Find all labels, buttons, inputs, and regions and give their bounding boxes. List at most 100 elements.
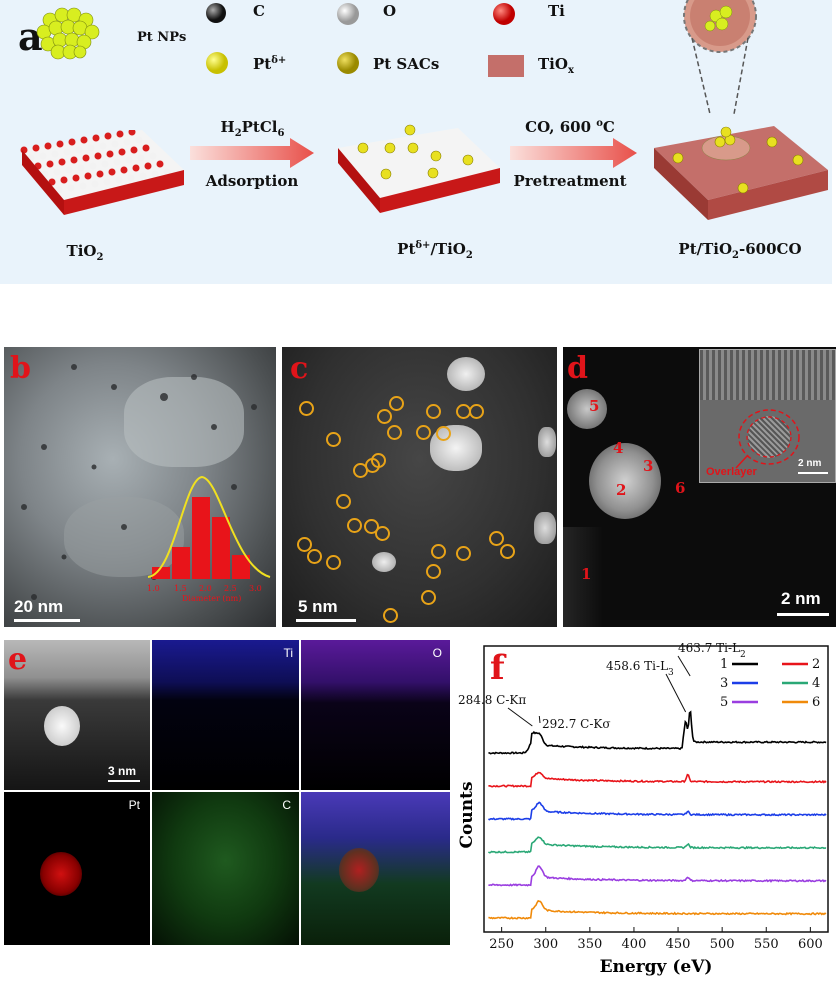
slab-atom <box>55 186 63 194</box>
x-tick-label: 600 <box>798 937 823 952</box>
single-atom-marker <box>426 564 441 579</box>
point-label-6: 6 <box>675 479 686 497</box>
slab-atom <box>96 170 104 178</box>
label-tio2-sub: 2 <box>96 252 104 263</box>
panel-f-letter: f <box>490 648 505 688</box>
legend-label-5: 5 <box>720 695 728 710</box>
overlay-pt-signal <box>339 848 379 892</box>
slab-atom <box>51 150 59 158</box>
single-atom-marker <box>371 453 386 468</box>
slab-atom <box>92 134 100 142</box>
x-tick-label: 450 <box>666 937 691 952</box>
panel-b-scale-bar <box>14 619 80 622</box>
panel-e-letter: e <box>8 642 28 677</box>
slab-atom <box>70 156 78 164</box>
ti-map: Ti <box>152 640 299 790</box>
haadf-map: 3 nm <box>4 640 150 790</box>
y-axis-label: Counts <box>457 781 477 848</box>
spectrum-line-3 <box>488 801 827 821</box>
label-tio2-main: TiO <box>66 242 97 260</box>
o-map: O <box>301 640 450 790</box>
panel-c-scale-bar <box>296 619 356 622</box>
pt-delta-atom-icon <box>206 52 228 74</box>
slab-atom <box>56 140 64 148</box>
annotation-arrow <box>665 673 687 713</box>
tiox-swatch <box>488 55 524 77</box>
single-atom-marker <box>431 544 446 559</box>
hist-xlabel: Diameter (nm) <box>182 594 241 602</box>
slab-atom <box>39 152 47 160</box>
panel-b-scale-label: 20 nm <box>14 597 64 616</box>
adsorption-arrow <box>190 138 314 168</box>
point-label-3: 3 <box>643 457 654 475</box>
slab-atom <box>123 138 131 146</box>
single-atom-marker <box>336 494 351 509</box>
panel-e-eds: 3 nm Ti O Pt C e <box>4 640 450 945</box>
legend-pt-delta: Ptδ+ <box>253 55 286 73</box>
pt-map-signal <box>40 852 82 896</box>
inset-scale-bar <box>798 472 828 474</box>
slab-atom <box>99 142 107 150</box>
diameter-histogram: 1.0 1.5 2.0 2.5 3.0 Diameter (nm) <box>147 475 271 602</box>
carbon-atom-icon <box>206 3 226 23</box>
slab-atom <box>130 146 138 154</box>
slab-atom <box>132 164 140 172</box>
step2-sup: o <box>596 118 603 129</box>
tio2-slab <box>20 130 184 215</box>
slab-atom <box>72 174 80 182</box>
panel-a-schematic: Pt NPs C O Ti Ptδ+ Pt SACs TiOx <box>0 0 832 284</box>
single-atom-marker <box>383 608 398 623</box>
panel-d-letter: d <box>567 351 588 386</box>
panel-d-scale-bar <box>777 613 829 616</box>
label-pt-main: Pt <box>397 240 416 258</box>
panel-b-tem: 1.0 1.5 2.0 2.5 3.0 Diameter (nm) b 20 n… <box>4 347 276 627</box>
slab-atom <box>53 168 61 176</box>
x-tick-label: 500 <box>710 937 735 952</box>
slab-atom <box>149 152 157 160</box>
slab-atom <box>108 168 116 176</box>
nanoparticle <box>589 443 661 519</box>
c-map-label: C <box>282 798 291 812</box>
single-atom-marker <box>489 531 504 546</box>
step1-ptcl: PtCl <box>241 118 278 136</box>
c-map: C <box>152 792 299 945</box>
slab-atom <box>116 130 124 138</box>
slab-atom <box>113 158 121 166</box>
pt-sac-atom-icon <box>337 52 359 74</box>
hist-tick: 1.5 <box>174 584 187 593</box>
slab-atom <box>142 144 150 152</box>
pretreatment-arrow <box>510 138 637 168</box>
panel-d-haadf: Overlayer 2 nm 5 4 3 2 6 1 d 2 nm <box>563 347 836 627</box>
step2-main: CO, 600 <box>525 118 597 136</box>
x-tick-label: 300 <box>533 937 558 952</box>
slab-atom <box>63 148 71 156</box>
nanoparticle <box>447 357 485 391</box>
slab-atom <box>46 160 54 168</box>
single-atom-marker <box>421 590 436 605</box>
hist-tick: 1.0 <box>147 584 160 593</box>
slab-atom <box>125 156 133 164</box>
peak-annotation: 284.8 C-Kπ <box>458 693 526 707</box>
slab-atom <box>67 184 75 192</box>
hrtem-inset: Overlayer 2 nm <box>699 349 836 483</box>
slab-atom <box>106 150 114 158</box>
eels-chart: 250 300 350 400 450 500 550 600 1 2 3 4 5 6 284.8 C-… <box>457 641 829 977</box>
step1-reagent: H2PtCl6 <box>200 118 305 139</box>
single-atom-marker <box>299 401 314 416</box>
label-tio2: TiO2 <box>40 242 130 263</box>
pt-tio2-slab <box>338 124 500 213</box>
single-atom-marker <box>326 555 341 570</box>
inset-particle <box>748 416 790 458</box>
x-tick-label: 550 <box>754 937 779 952</box>
single-atom-marker <box>387 425 402 440</box>
slab-atom <box>104 132 112 140</box>
oxygen-atom-icon <box>337 3 359 25</box>
step2-end: C <box>602 118 615 136</box>
slab-atom <box>127 174 135 182</box>
slab-atom <box>103 178 111 186</box>
single-atom-marker <box>469 404 484 419</box>
slab-atom <box>118 148 126 156</box>
step2-label: Pretreatment <box>513 172 627 190</box>
hist-tick: 3.0 <box>249 584 262 593</box>
panel-c-scale-label: 5 nm <box>298 597 338 616</box>
